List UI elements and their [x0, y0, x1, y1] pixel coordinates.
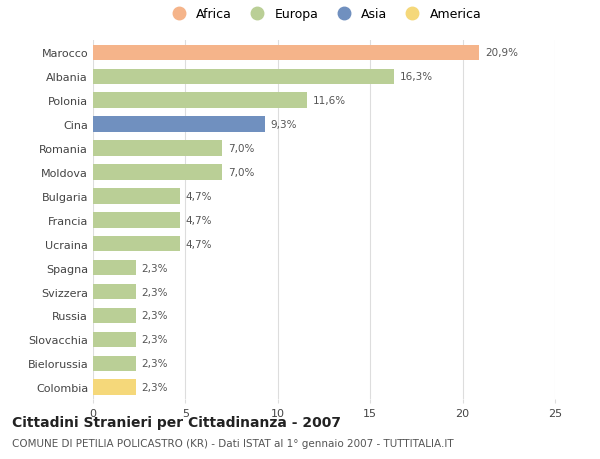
Bar	[93, 93, 307, 109]
Bar	[93, 236, 180, 252]
Text: 4,7%: 4,7%	[185, 239, 212, 249]
Bar	[93, 260, 136, 276]
Text: 4,7%: 4,7%	[185, 215, 212, 225]
Text: 2,3%: 2,3%	[141, 287, 167, 297]
Text: COMUNE DI PETILIA POLICASTRO (KR) - Dati ISTAT al 1° gennaio 2007 - TUTTITALIA.I: COMUNE DI PETILIA POLICASTRO (KR) - Dati…	[12, 438, 454, 448]
Text: 7,0%: 7,0%	[228, 144, 254, 154]
Bar	[93, 308, 136, 324]
Bar	[93, 117, 265, 133]
Bar	[93, 380, 136, 395]
Legend: Africa, Europa, Asia, America: Africa, Europa, Asia, America	[166, 8, 482, 21]
Text: Cittadini Stranieri per Cittadinanza - 2007: Cittadini Stranieri per Cittadinanza - 2…	[12, 415, 341, 429]
Text: 20,9%: 20,9%	[485, 48, 518, 58]
Text: 9,3%: 9,3%	[271, 120, 297, 130]
Text: 4,7%: 4,7%	[185, 191, 212, 202]
Text: 2,3%: 2,3%	[141, 335, 167, 345]
Text: 16,3%: 16,3%	[400, 72, 433, 82]
Bar	[93, 165, 223, 180]
Bar	[93, 189, 180, 204]
Bar	[93, 213, 180, 228]
Bar	[93, 284, 136, 300]
Text: 2,3%: 2,3%	[141, 311, 167, 321]
Bar	[93, 45, 479, 61]
Bar	[93, 356, 136, 371]
Bar	[93, 69, 394, 85]
Text: 2,3%: 2,3%	[141, 382, 167, 392]
Bar	[93, 141, 223, 157]
Bar	[93, 332, 136, 347]
Text: 11,6%: 11,6%	[313, 96, 346, 106]
Text: 2,3%: 2,3%	[141, 263, 167, 273]
Text: 7,0%: 7,0%	[228, 168, 254, 178]
Text: 2,3%: 2,3%	[141, 358, 167, 369]
